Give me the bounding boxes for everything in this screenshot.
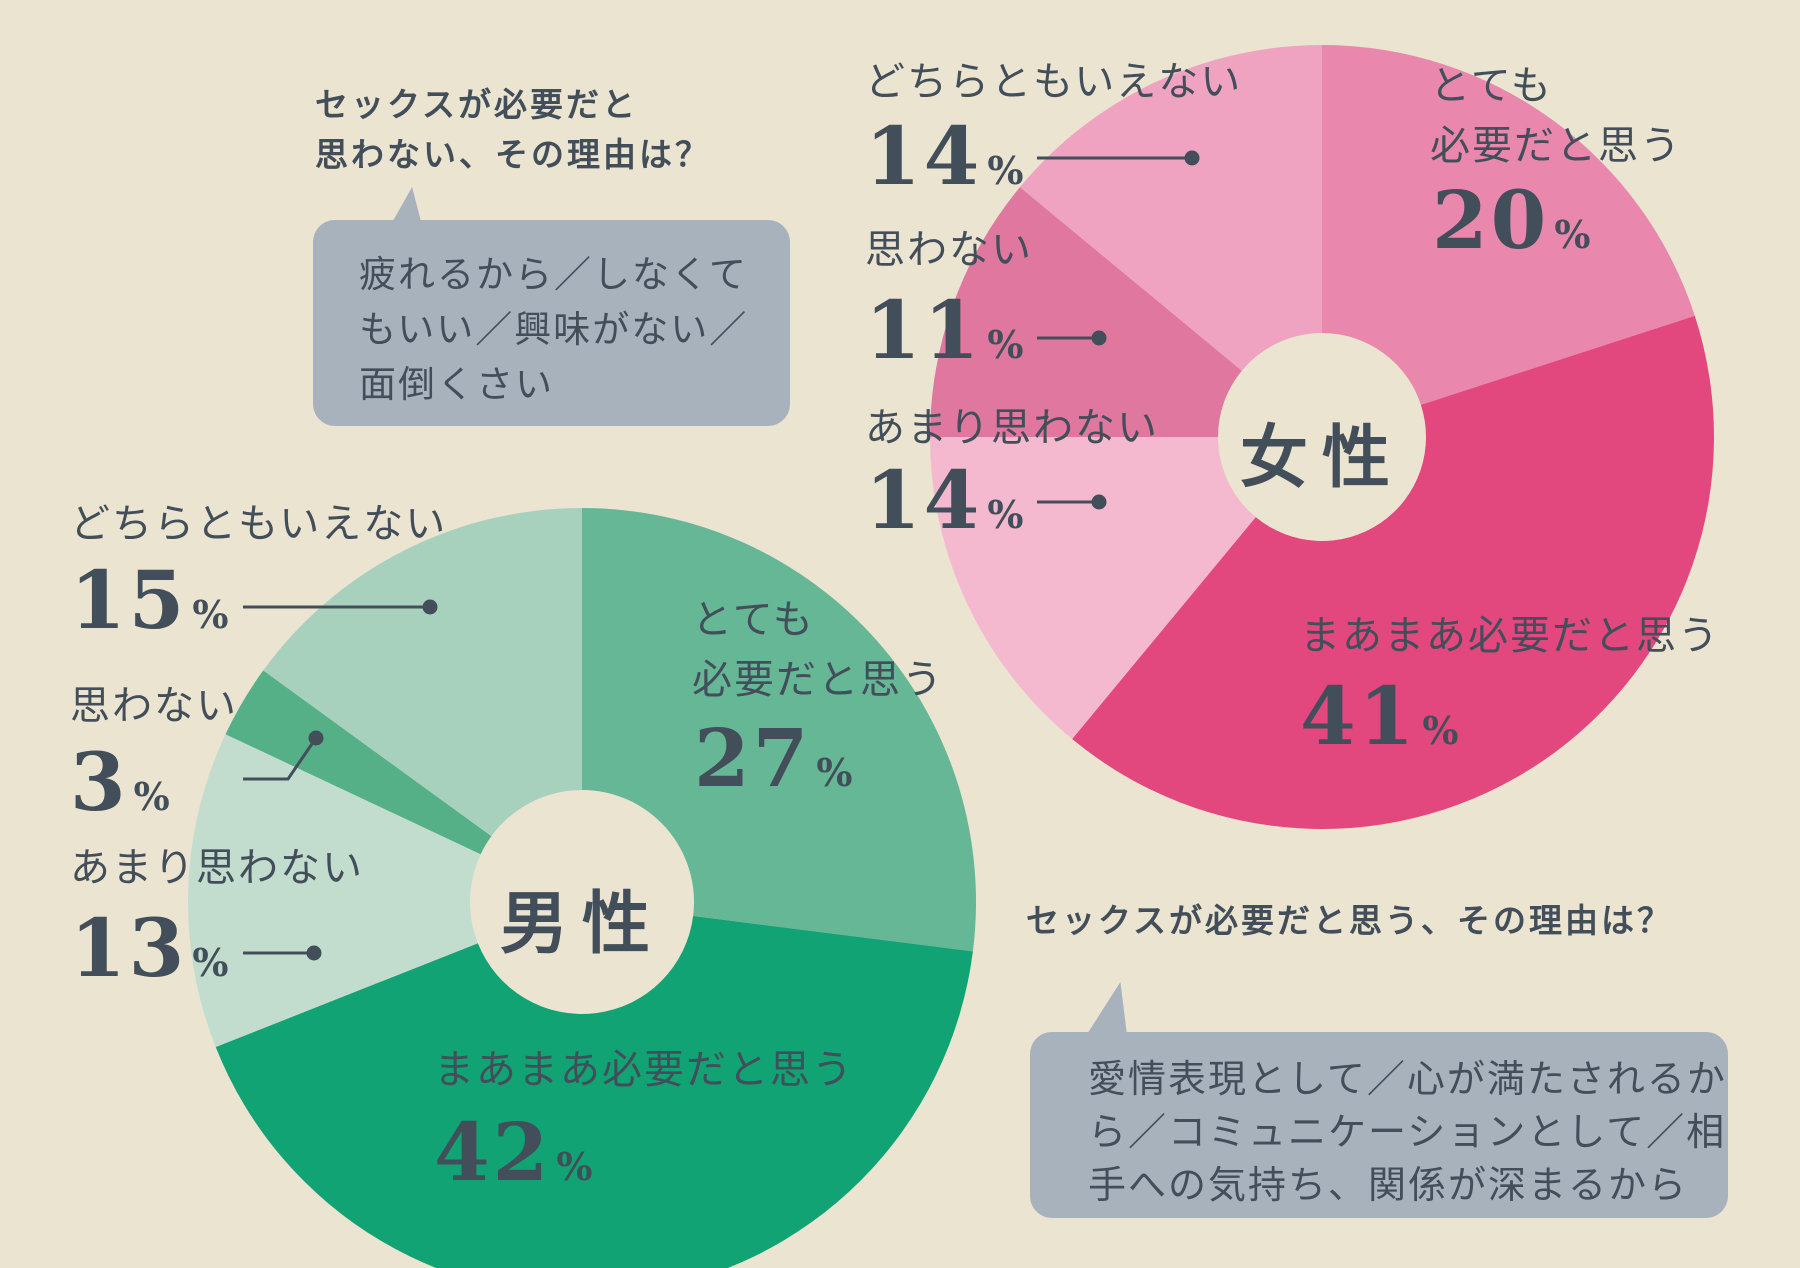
- men-value-not-really-number: 13: [70, 901, 188, 995]
- question-title-not-necessary: セックスが必要だと 思わない、その理由は？: [315, 80, 711, 179]
- men-label-fairly: まあまあ必要だと思う: [434, 1047, 854, 1093]
- women-label-not-really: あまり思わない: [865, 405, 1159, 451]
- bubble-text-line: ら／コミュニケーションとして／相: [1088, 1110, 1727, 1154]
- men-donut-chart: [188, 508, 976, 1268]
- women-label-very-line2: 必要だと思う: [1430, 123, 1682, 169]
- percent-sign: %: [133, 774, 170, 819]
- women-label-very-line1: とても: [1430, 63, 1553, 109]
- women-slice-4: [1019, 45, 1322, 371]
- women-label-fairly: まあまあ必要だと思う: [1300, 613, 1720, 659]
- women-slice-0: [1322, 45, 1695, 405]
- men-slice-0: [582, 508, 976, 952]
- men-value-no-number: 3: [70, 735, 129, 829]
- women-value-fairly-number: 41: [1300, 669, 1418, 763]
- percent-sign: %: [1554, 212, 1591, 257]
- percent-sign: %: [816, 750, 853, 795]
- speech-bubble-tail: [392, 187, 422, 222]
- women-value-fairly: 41%: [1300, 676, 1458, 756]
- women-slice-1: [1072, 315, 1714, 829]
- women-value-very: 20%: [1432, 180, 1590, 260]
- women-value-neither: 14%: [865, 116, 1023, 196]
- bubble-text-line: もいい／興味がない／: [359, 308, 749, 351]
- men-slice-1: [215, 916, 973, 1268]
- women-donut-chart: [930, 45, 1714, 829]
- men-slice-4: [263, 508, 582, 837]
- percent-sign: %: [192, 940, 229, 985]
- men-label-very-line2: 必要だと思う: [692, 657, 944, 703]
- women-value-no-number: 11: [865, 283, 983, 377]
- question-title-not-necessary-line1: セックスが必要だと: [315, 85, 639, 124]
- percent-sign: %: [987, 322, 1024, 367]
- men-label-very-line1: とても: [692, 597, 815, 643]
- women-value-no: 11%: [865, 290, 1023, 370]
- men-chart-center-label: 男性: [499, 885, 664, 964]
- question-title-necessary: セックスが必要だと思う、その理由は？: [1026, 901, 1674, 940]
- percent-sign: %: [192, 592, 229, 637]
- bubble-text-line: 手への気持ち、関係が深まるから: [1088, 1163, 1689, 1207]
- bubble-text-line: 面倒くさい: [359, 363, 554, 406]
- women-label-no: 思わない: [865, 227, 1033, 273]
- percent-sign: %: [987, 148, 1024, 193]
- women-chart-center-label: 女性: [1239, 419, 1404, 498]
- men-slice-3: [225, 670, 492, 855]
- men-value-not-really: 13%: [70, 908, 228, 988]
- percent-sign: %: [1422, 708, 1459, 753]
- men-value-no: 3%: [70, 742, 170, 822]
- women-value-not-really-number: 14: [865, 453, 983, 547]
- men-value-neither: 15%: [70, 560, 228, 640]
- men-label-neither: どちらともいえない: [70, 501, 448, 547]
- men-slice-2: [188, 734, 481, 1048]
- men-label-not-really: あまり思わない: [70, 845, 364, 891]
- women-value-not-really: 14%: [865, 460, 1023, 540]
- speech-bubble-necessary: 愛情表現として／心が満たされるか ら／コミュニケーションとして／相 手への気持ち…: [1030, 1032, 1728, 1218]
- percent-sign: %: [987, 492, 1024, 537]
- percent-sign: %: [556, 1144, 593, 1189]
- women-label-neither: どちらともいえない: [865, 59, 1243, 105]
- speech-bubble-not-necessary: 疲れるから／しなくて もいい／興味がない／ 面倒くさい: [313, 220, 790, 426]
- men-value-neither-number: 15: [70, 553, 188, 647]
- women-slice-3: [930, 187, 1242, 437]
- men-label-no: 思わない: [70, 683, 238, 729]
- women-slice-2: [930, 437, 1256, 740]
- men-value-fairly-number: 42: [434, 1105, 552, 1199]
- men-value-very-number: 27: [694, 711, 812, 805]
- speech-bubble-tail: [1085, 982, 1128, 1036]
- bubble-text-line: 愛情表現として／心が満たされるか: [1088, 1057, 1727, 1101]
- women-value-very-number: 20: [1432, 173, 1550, 267]
- question-title-not-necessary-line2: 思わない、その理由は？: [315, 134, 711, 174]
- bubble-text-line: 疲れるから／しなくて: [359, 253, 748, 296]
- men-value-fairly: 42%: [434, 1112, 592, 1192]
- women-value-neither-number: 14: [865, 109, 983, 203]
- men-value-very: 27%: [694, 718, 852, 798]
